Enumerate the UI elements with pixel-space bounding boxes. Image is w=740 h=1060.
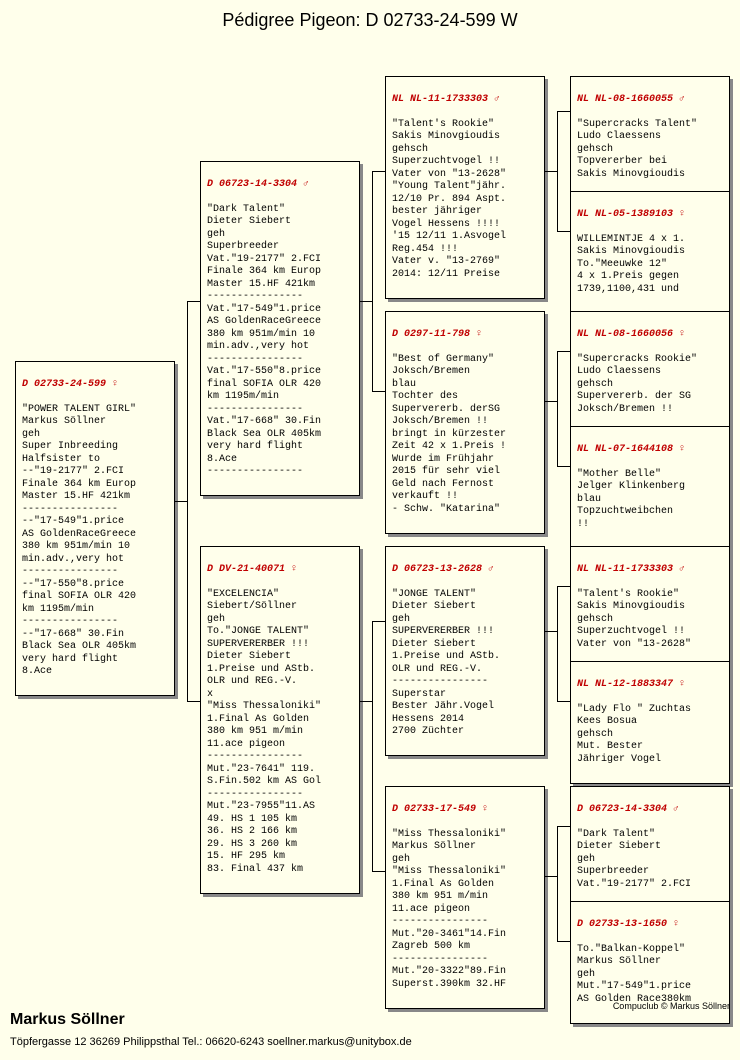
bird-header: D 06723-14-3304 ♂ xyxy=(577,804,723,817)
bird-body: "Dark Talent" Dieter Siebert geh Superbr… xyxy=(207,204,353,479)
bird-body: "JONGE TALENT" Dieter Siebert geh SUPERV… xyxy=(392,589,538,739)
connector xyxy=(557,586,570,587)
connector xyxy=(360,701,372,702)
bird-header: D 0297-11-798 ♀ xyxy=(392,329,538,342)
bird-body: "Supercracks Rookie" Ludo Claessens gehs… xyxy=(577,354,723,417)
connector xyxy=(372,871,385,872)
connector xyxy=(557,941,570,942)
bird-g3a: NL NL-11-1733303 ♂ "Talent's Rookie" Sak… xyxy=(385,76,545,299)
connector xyxy=(545,631,557,632)
bird-header: NL NL-05-1389103 ♀ xyxy=(577,209,723,222)
bird-header: NL NL-07-1644108 ♀ xyxy=(577,444,723,457)
connector xyxy=(557,701,570,702)
bird-g1: D 02733-24-599 ♀ "POWER TALENT GIRL" Mar… xyxy=(15,361,175,696)
bird-g3c: D 06723-13-2628 ♂ "JONGE TALENT" Dieter … xyxy=(385,546,545,756)
connector xyxy=(545,876,557,877)
bird-body: "Talent's Rookie" Sakis Minovgioudis geh… xyxy=(577,589,723,652)
bird-body: "Best of Germany" Joksch/Bremen blau Toc… xyxy=(392,354,538,517)
bird-g4d: NL NL-07-1644108 ♀ "Mother Belle" Jelger… xyxy=(570,426,730,549)
bird-body: To."Balkan-Koppel" Markus Söllner geh Mu… xyxy=(577,944,723,1007)
bird-header: D DV-21-40071 ♀ xyxy=(207,564,353,577)
bird-header: D 02733-17-549 ♀ xyxy=(392,804,538,817)
connector xyxy=(187,301,200,302)
connector xyxy=(372,391,385,392)
bird-header: NL NL-08-1660056 ♀ xyxy=(577,329,723,342)
bird-header: NL NL-12-1883347 ♀ xyxy=(577,679,723,692)
connector xyxy=(372,621,373,871)
connector xyxy=(557,826,558,941)
bird-header: NL NL-08-1660055 ♂ xyxy=(577,94,723,107)
connector xyxy=(557,466,570,467)
connector xyxy=(557,351,570,352)
bird-body: "Lady Flo " Zuchtas Kees Bosua gehsch Mu… xyxy=(577,704,723,767)
bird-header: NL NL-11-1733303 ♂ xyxy=(392,94,538,107)
connector xyxy=(360,301,372,302)
bird-g4f: NL NL-12-1883347 ♀ "Lady Flo " Zuchtas K… xyxy=(570,661,730,784)
bird-body: "Supercracks Talent" Ludo Claessens gehs… xyxy=(577,119,723,182)
bird-header: D 06723-13-2628 ♂ xyxy=(392,564,538,577)
connector xyxy=(557,586,558,701)
bird-header: D 02733-24-599 ♀ xyxy=(22,379,168,392)
owner-address: Töpfergasse 12 36269 Philippsthal Tel.: … xyxy=(10,1035,730,1050)
connector xyxy=(545,401,557,402)
connector xyxy=(557,826,570,827)
connector xyxy=(175,501,187,502)
connector xyxy=(557,351,558,466)
bird-g4e: NL NL-11-1733303 ♂ "Talent's Rookie" Sak… xyxy=(570,546,730,669)
bird-header: NL NL-11-1733303 ♂ xyxy=(577,564,723,577)
bird-g2b: D DV-21-40071 ♀ "EXCELENCIA" Siebert/Söl… xyxy=(200,546,360,894)
connector xyxy=(557,231,570,232)
bird-body: WILLEMINTJE 4 x 1. Sakis Minovgioudis To… xyxy=(577,234,723,297)
connector xyxy=(372,621,385,622)
bird-g2a: D 06723-14-3304 ♂ "Dark Talent" Dieter S… xyxy=(200,161,360,496)
bird-g4a: NL NL-08-1660055 ♂ "Supercracks Talent" … xyxy=(570,76,730,199)
bird-g4g: D 06723-14-3304 ♂ "Dark Talent" Dieter S… xyxy=(570,786,730,909)
bird-g3b: D 0297-11-798 ♀ "Best of Germany" Joksch… xyxy=(385,311,545,534)
connector xyxy=(187,301,188,701)
connector xyxy=(372,171,373,391)
bird-g4c: NL NL-08-1660056 ♀ "Supercracks Rookie" … xyxy=(570,311,730,434)
credit-text: Compuclub © Markus Söllner xyxy=(613,1001,730,1011)
connector xyxy=(372,171,385,172)
connector xyxy=(557,111,558,231)
connector xyxy=(187,701,200,702)
bird-body: "Talent's Rookie" Sakis Minovgioudis geh… xyxy=(392,119,538,282)
pedigree-chart: D 02733-24-599 ♀ "POWER TALENT GIRL" Mar… xyxy=(10,51,730,1001)
bird-body: "EXCELENCIA" Siebert/Söllner geh To."JON… xyxy=(207,589,353,877)
bird-body: "POWER TALENT GIRL" Markus Söllner geh S… xyxy=(22,404,168,679)
bird-header: D 06723-14-3304 ♂ xyxy=(207,179,353,192)
bird-header: D 02733-13-1650 ♀ xyxy=(577,919,723,932)
bird-body: "Dark Talent" Dieter Siebert geh Superbr… xyxy=(577,829,723,892)
page-title: Pédigree Pigeon: D 02733-24-599 W xyxy=(10,10,730,31)
bird-body: "Mother Belle" Jelger Klinkenberg blau T… xyxy=(577,469,723,532)
connector xyxy=(545,171,557,172)
bird-g4b: NL NL-05-1389103 ♀ WILLEMINTJE 4 x 1. Sa… xyxy=(570,191,730,314)
bird-g3d: D 02733-17-549 ♀ "Miss Thessaloniki" Mar… xyxy=(385,786,545,1009)
connector xyxy=(557,111,570,112)
bird-body: "Miss Thessaloniki" Markus Söllner geh "… xyxy=(392,829,538,992)
